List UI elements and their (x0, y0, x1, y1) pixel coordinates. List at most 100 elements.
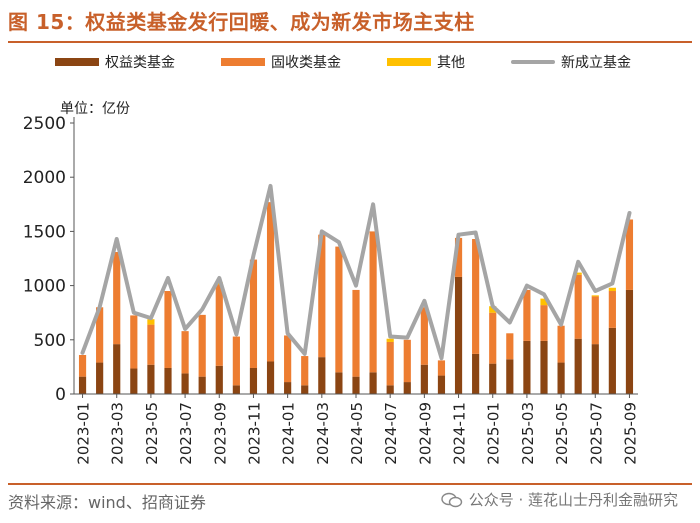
x-tick-label: 2023-11 (245, 402, 263, 465)
legend-label-equity: 权益类基金 (105, 55, 175, 71)
bar-equity (130, 368, 138, 394)
bar-equity (403, 382, 411, 394)
x-tick-label: 2025-09 (621, 402, 639, 465)
bar-fixed-income (96, 307, 104, 363)
y-tick-label: 1000 (23, 277, 66, 297)
bar-fixed-income (335, 246, 343, 373)
bar-equity (266, 361, 275, 394)
x-tick-label: 2025-01 (485, 402, 503, 465)
legend-swatch-other (387, 58, 431, 66)
bar-other (147, 319, 155, 325)
bar-fixed-income (249, 259, 258, 368)
legend-new-total: 新成立基金 (511, 52, 631, 72)
bar-fixed-income (147, 324, 155, 365)
bar-equity (489, 363, 497, 394)
bar-fixed-income (181, 331, 189, 374)
legend-label-other: 其他 (437, 55, 465, 71)
x-tick-label: 2023-07 (177, 402, 195, 465)
bar-equity (369, 372, 377, 394)
bar-fixed-income (557, 325, 565, 363)
legend-swatch-fixed-income (221, 58, 265, 66)
bar-equity (164, 367, 172, 394)
bar-fixed-income (489, 312, 497, 364)
x-tick-label: 2025-05 (553, 402, 571, 465)
bar-equity (113, 344, 121, 394)
legend-equity: 权益类基金 (55, 52, 175, 72)
bar-equity (437, 375, 446, 394)
bar-equity (335, 372, 343, 394)
bar-equity (301, 385, 309, 394)
x-tick-label: 2024-11 (451, 402, 469, 465)
x-tick-label: 2025-07 (587, 402, 605, 465)
unit-label: 单位：亿份 (60, 101, 130, 117)
x-tick-label: 2024-01 (280, 402, 298, 465)
bar-equity (147, 364, 155, 394)
bar-other (489, 306, 497, 313)
x-tick-label: 2024-05 (348, 402, 366, 465)
bar-fixed-income (130, 315, 138, 369)
bar-equity (608, 327, 616, 394)
bar-equity (352, 376, 360, 394)
bar-fixed-income (523, 289, 531, 341)
wechat-icon (440, 492, 463, 508)
bar-fixed-income (78, 354, 87, 377)
bar-equity (506, 359, 514, 394)
bar-equity (420, 364, 428, 394)
bar-equity (574, 338, 582, 394)
legend-swatch-new-total (511, 60, 555, 64)
bar-equity (318, 357, 326, 394)
bar-other (540, 298, 548, 306)
source-note: 资料来源：wind、招商证券 (8, 493, 206, 512)
bar-fixed-income (608, 291, 616, 328)
bar-fixed-income (301, 356, 309, 386)
x-tick-label: 2024-07 (382, 402, 400, 465)
bar-equity (472, 353, 480, 394)
chart-legend: 权益类基金 固收类基金 其他 新成立基金 (55, 52, 631, 72)
bar-fixed-income (403, 339, 411, 383)
bar-other (608, 287, 616, 292)
bar-fixed-income (591, 296, 599, 345)
x-tick-label: 2023-05 (143, 402, 161, 465)
legend-label-new-total: 新成立基金 (561, 55, 631, 71)
legend-swatch-equity (55, 58, 99, 66)
footer-divider (8, 483, 692, 485)
y-tick-label: 1500 (23, 222, 66, 242)
x-tick-label: 2023-01 (75, 402, 93, 465)
bar-fixed-income (318, 234, 326, 358)
bar-equity (198, 376, 206, 394)
y-tick-label: 0 (55, 385, 66, 405)
bar-fixed-income (352, 289, 360, 377)
bar-equity (454, 276, 463, 394)
bar-equity (249, 367, 258, 394)
bar-other (574, 272, 582, 275)
figure-title: 图 15：权益类基金发行回暖、成为新发市场主支柱 (8, 10, 475, 34)
bar-equity (232, 385, 240, 394)
bar-equity (591, 344, 599, 394)
bar-fixed-income (472, 238, 480, 354)
x-tick-label: 2024-03 (314, 402, 332, 465)
bar-fixed-income (420, 307, 428, 365)
bar-fixed-income (437, 360, 446, 376)
bar-fixed-income (164, 291, 172, 368)
bar-equity (523, 340, 531, 394)
bar-fixed-income (266, 202, 275, 362)
bar-fixed-income (386, 341, 394, 386)
bar-equity (78, 376, 87, 394)
bar-equity (215, 365, 223, 394)
bar-fixed-income (369, 231, 377, 373)
bar-fixed-income (215, 284, 223, 366)
y-tick-label: 2000 (23, 168, 66, 188)
bar-fixed-income (625, 219, 634, 290)
bar-fixed-income (506, 333, 514, 360)
bar-equity (386, 385, 394, 394)
x-tick-label: 2024-09 (416, 402, 434, 465)
title-divider (8, 41, 692, 43)
bar-fixed-income (454, 237, 463, 277)
watermark-text: 公众号 · 莲花山士丹利金融研究 (468, 491, 678, 509)
legend-other: 其他 (387, 52, 465, 72)
legend-fixed-income: 固收类基金 (221, 52, 341, 72)
y-tick-label: 2500 (23, 114, 66, 134)
x-tick-label: 2023-03 (109, 402, 127, 465)
x-tick-label: 2025-03 (519, 402, 537, 465)
